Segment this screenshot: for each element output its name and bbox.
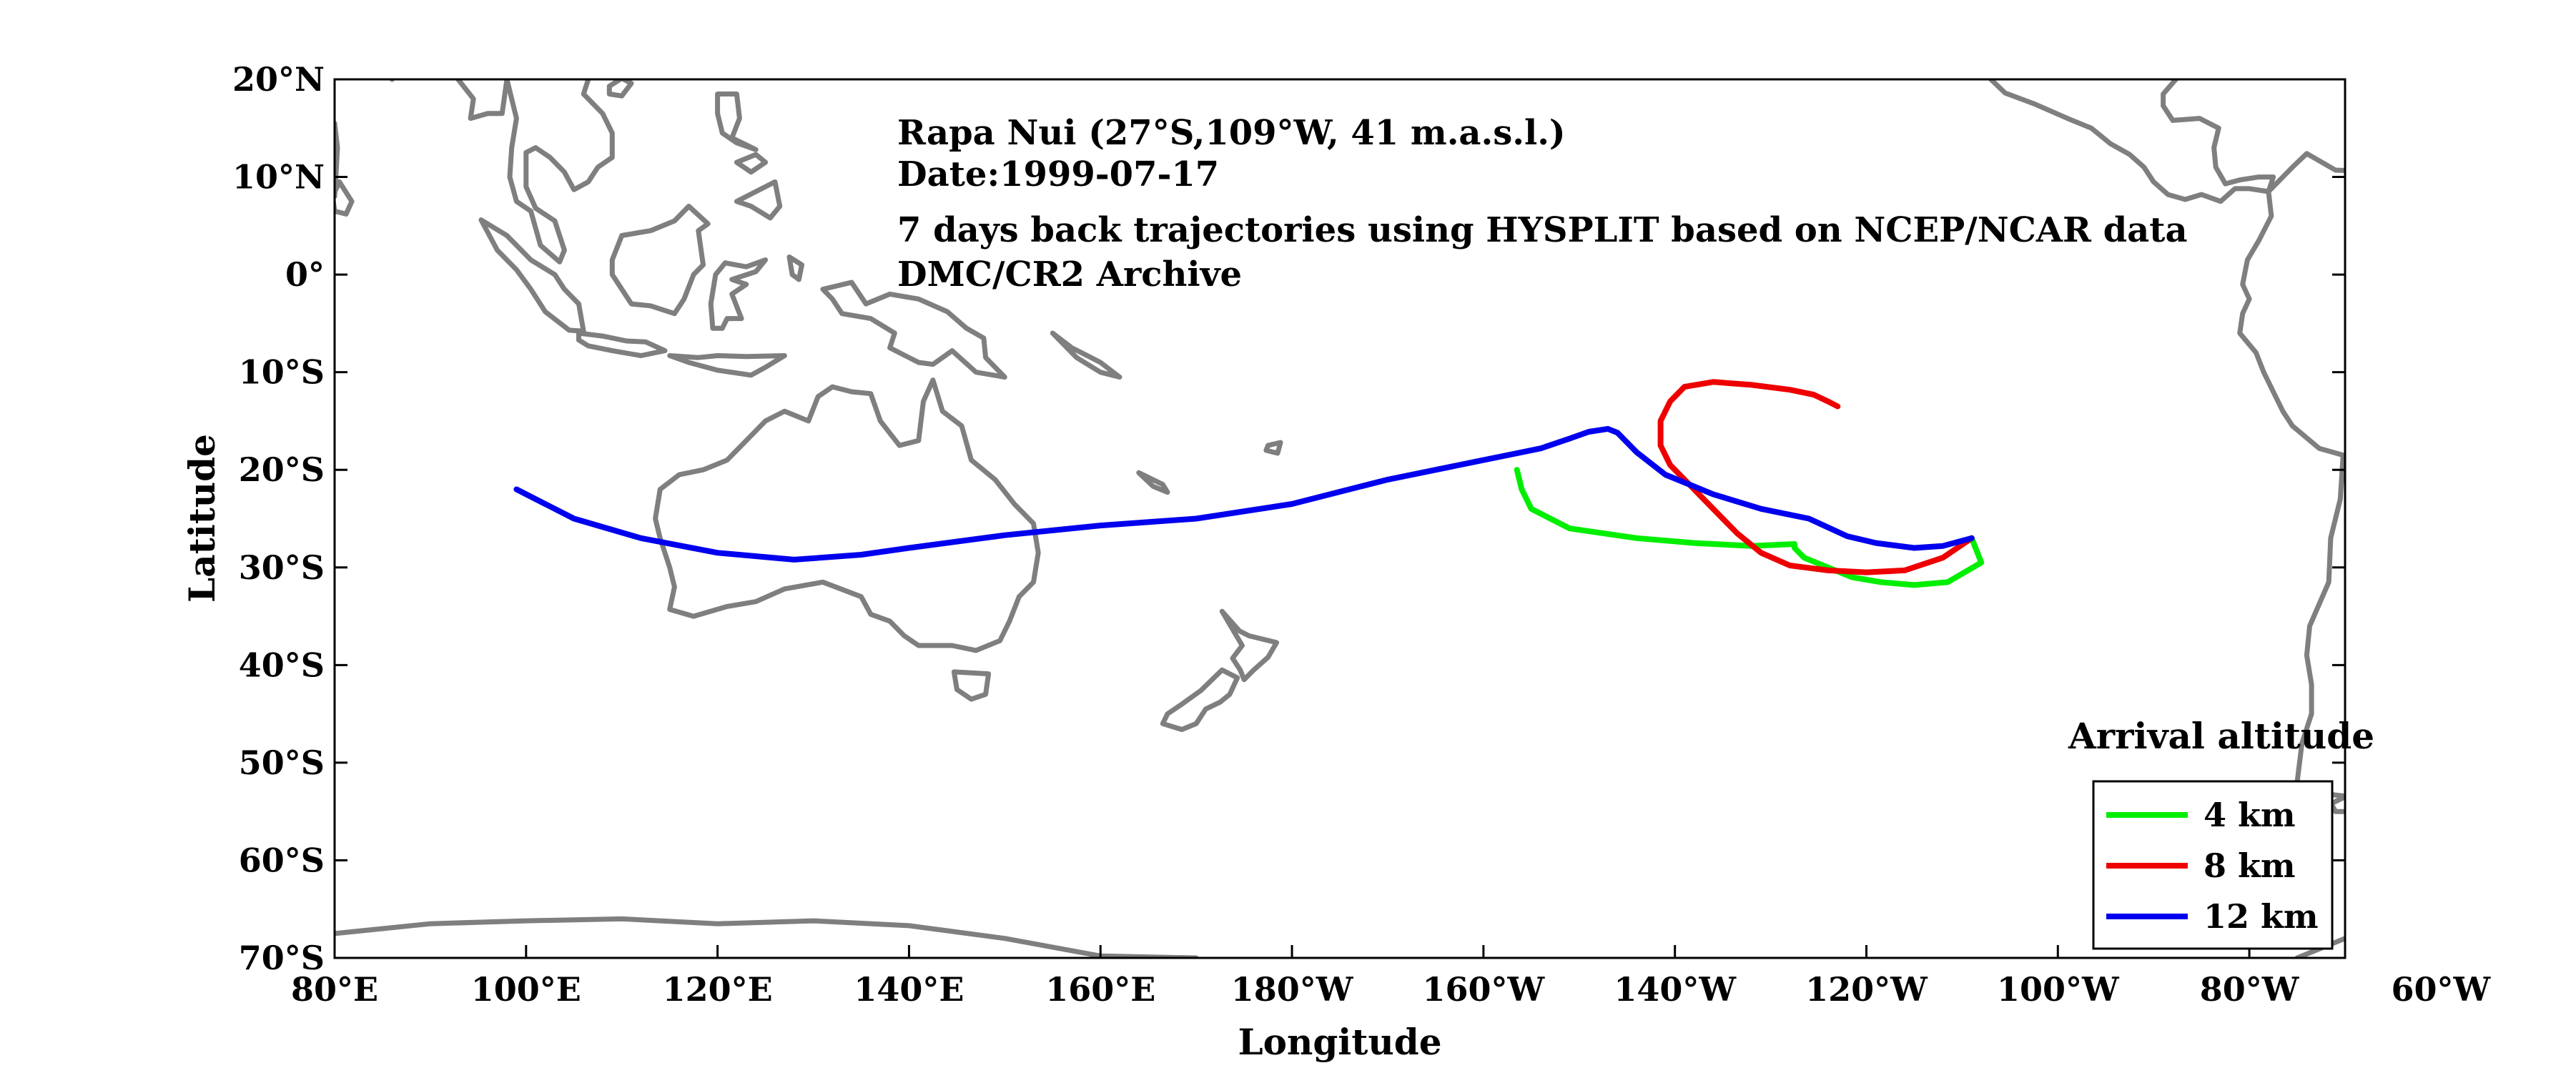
y-tick-label: 0° [285,255,325,294]
x-tick-label: 80°E [291,970,378,1009]
coastline [1160,667,1240,732]
axis-ticks: 80°E 100°E 120°E 140°E 160°E 180°W 160°W 140°W 1… [232,60,2492,1009]
x-axis-label: Longitude [1238,1021,1441,1063]
x-tick-label: 80°W [2200,970,2300,1009]
legend-entry-label: 8 km [2204,846,2296,885]
x-tick-label: 140°E [854,970,964,1009]
y-axis-label: Latitude [181,434,223,603]
x-tick-label: 100°W [1997,970,2120,1009]
title-line-location: Rapa Nui (27°S,109°W, 41 m.a.s.l.) [897,113,1566,153]
coastline [335,916,1199,958]
y-tick-label: 70°S [239,939,325,977]
trajectory-line [1514,467,1985,588]
y-tick-label: 50°S [239,743,325,782]
coastline [609,204,711,317]
x-tick-label: 120°W [1805,970,1928,1009]
coastline [715,92,759,152]
title-line-archive: DMC/CR2 Archive [897,254,1242,295]
x-tick-label: 160°E [1045,970,1155,1009]
coastline [2323,791,2345,814]
y-tick-label: 20°N [232,60,325,99]
coastline [1988,79,2276,204]
coastline [1263,440,1283,456]
coastline [734,179,783,221]
coastline [667,353,787,378]
legend-entry-label: 4 km [2204,796,2296,834]
coastline [606,79,634,99]
y-tick-label: 10°S [239,353,325,392]
y-tick-label: 30°S [239,548,325,587]
coastline [504,79,615,264]
x-tick-label: 180°W [1231,970,1354,1009]
trajectories [513,379,1985,588]
title-line-method: 7 days back trajectories using HYSPLIT b… [897,210,2188,250]
y-tick-label: 20°S [239,450,325,489]
coastline [576,330,668,358]
coastlines [335,28,2345,958]
title-line-date: Date:1999-07-17 [897,154,1219,194]
x-tick-label: 100°E [471,970,581,1009]
plot-frame [333,78,2346,959]
trajectory-line [513,425,1975,563]
coastline [734,152,769,175]
coastline [786,254,804,282]
coastline [653,377,1041,653]
coastline [719,28,736,60]
y-tick-label: 60°S [239,841,325,879]
x-tick-label: 60°W [2392,970,2492,1009]
coastline [1219,608,1280,683]
coastline [586,79,592,82]
legend-title: Arrival altitude [2068,715,2374,757]
legend-entry-label: 12 km [2204,897,2319,936]
coastline [951,669,992,702]
trajectory-line [1657,379,1975,575]
coastline [1136,470,1170,495]
map-title-block: Rapa Nui (27°S,109°W, 41 m.a.s.l.) Date:… [897,113,2188,295]
x-tick-label: 140°W [1614,970,1737,1009]
x-tick-label: 120°E [663,970,773,1009]
x-tick-label: 160°W [1423,970,1546,1009]
coastline [2237,151,2345,814]
legend: 4 km 8 km 12 km [2092,780,2334,950]
y-tick-label: 10°N [232,158,325,197]
coastline [389,79,510,122]
y-tick-label: 40°S [239,646,325,684]
coastline [820,280,1007,380]
coastline [335,179,355,217]
coastline [1050,330,1122,380]
plot-background [335,79,2345,958]
coastline [708,257,769,331]
